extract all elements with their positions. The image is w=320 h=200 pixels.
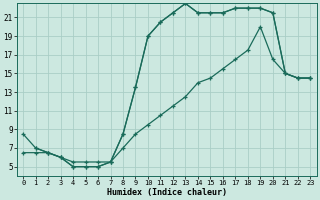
X-axis label: Humidex (Indice chaleur): Humidex (Indice chaleur) [107, 188, 227, 197]
